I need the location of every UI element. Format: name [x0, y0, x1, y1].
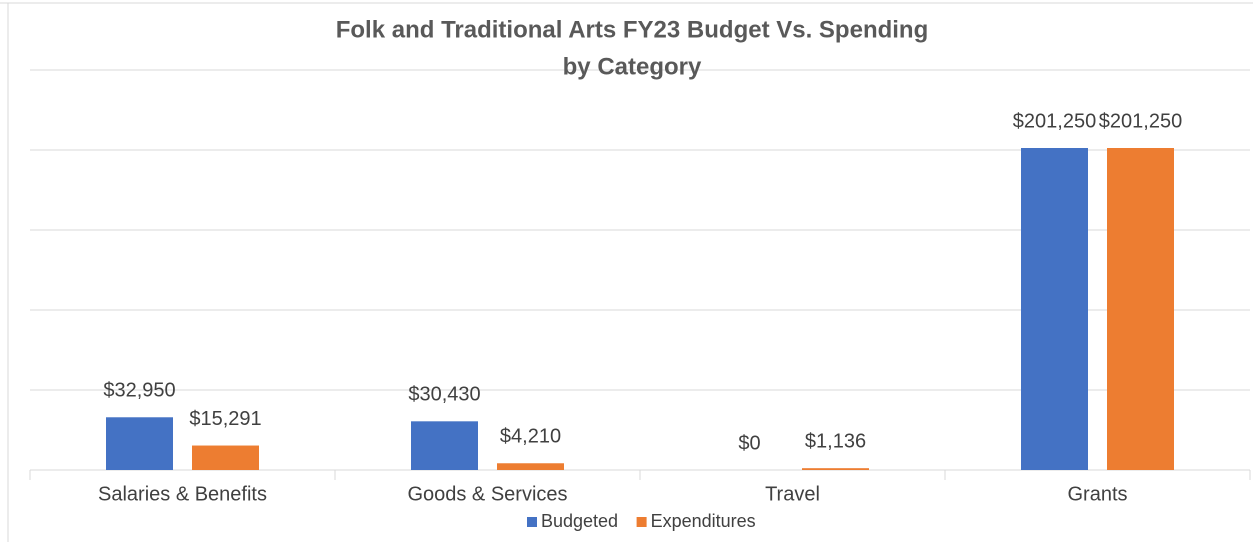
chart-title: by Category	[563, 53, 702, 80]
legend-swatch	[527, 517, 537, 527]
bar	[1107, 148, 1174, 470]
data-label: $201,250	[1013, 110, 1096, 132]
bar	[1021, 148, 1088, 470]
x-tick-label: Travel	[765, 483, 820, 505]
x-tick-label: Grants	[1067, 483, 1127, 505]
bar	[192, 445, 259, 470]
data-label: $15,291	[189, 408, 261, 430]
x-tick-label: Salaries & Benefits	[98, 483, 267, 505]
x-tick-label: Goods & Services	[407, 483, 567, 505]
bar	[802, 468, 869, 470]
legend-swatch	[636, 517, 647, 527]
bar	[497, 463, 564, 470]
data-label: $32,950	[103, 380, 175, 402]
legend-label: Expenditures	[651, 511, 756, 531]
bar	[411, 421, 478, 470]
data-label: $0	[738, 432, 760, 454]
data-label: $201,250	[1099, 110, 1182, 132]
chart-title: Folk and Traditional Arts FY23 Budget Vs…	[336, 16, 929, 43]
bar	[106, 417, 173, 470]
legend-label: Budgeted	[541, 511, 618, 531]
data-label: $1,136	[805, 430, 866, 452]
data-label: $4,210	[500, 426, 561, 448]
data-label: $30,430	[408, 384, 480, 406]
